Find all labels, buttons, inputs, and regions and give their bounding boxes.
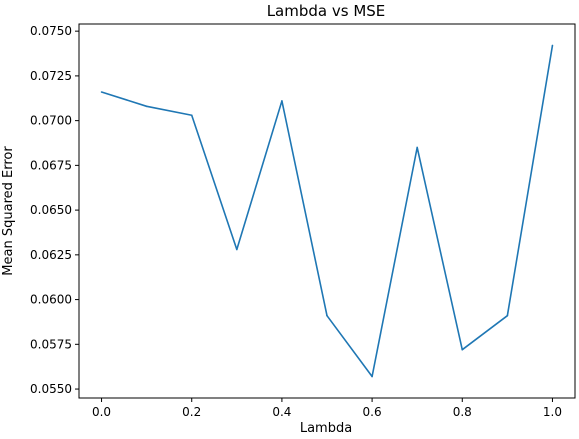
y-tick-label: 0.0700 bbox=[30, 114, 72, 128]
plot-frame bbox=[78, 23, 576, 399]
chart-title: Lambda vs MSE bbox=[267, 2, 386, 20]
data-point bbox=[371, 375, 373, 378]
y-tick-label: 0.0575 bbox=[30, 337, 72, 351]
y-tick-label: 0.0750 bbox=[30, 24, 72, 38]
y-tick-label: 0.0625 bbox=[30, 248, 72, 262]
series-line bbox=[101, 45, 554, 378]
y-tick-label: 0.0600 bbox=[30, 293, 72, 307]
data-point bbox=[145, 105, 148, 108]
y-tick-label: 0.0550 bbox=[30, 382, 72, 396]
series-layer bbox=[100, 44, 554, 378]
y-axis-label: Mean Squared Error bbox=[1, 146, 16, 276]
y-axis-ticks: 0.0550 0.0575 0.0600 0.0625 0.0650 0.0675 0.07… bbox=[30, 24, 79, 396]
x-tick-label: 0.0 bbox=[92, 405, 111, 419]
data-point bbox=[461, 348, 464, 351]
x-tick-label: 0.2 bbox=[182, 405, 201, 419]
x-tick-label: 0.8 bbox=[453, 405, 472, 419]
data-point bbox=[416, 146, 418, 149]
x-axis-label: Lambda bbox=[300, 421, 352, 436]
data-point bbox=[551, 44, 554, 47]
x-tick-label: 1.0 bbox=[543, 405, 562, 419]
data-point bbox=[190, 114, 193, 117]
data-point bbox=[326, 314, 328, 317]
data-point bbox=[100, 91, 103, 93]
data-point bbox=[236, 248, 238, 251]
x-tick-label: 0.6 bbox=[363, 405, 382, 419]
y-tick-label: 0.0675 bbox=[30, 158, 72, 172]
data-point bbox=[506, 314, 509, 317]
x-tick-label: 0.4 bbox=[272, 405, 291, 419]
y-tick-label: 0.0650 bbox=[30, 203, 72, 217]
data-point bbox=[281, 100, 283, 102]
y-tick-label: 0.0725 bbox=[30, 69, 72, 83]
x-axis-ticks: 0.0 0.2 0.4 0.6 0.8 1.0 bbox=[92, 398, 562, 419]
